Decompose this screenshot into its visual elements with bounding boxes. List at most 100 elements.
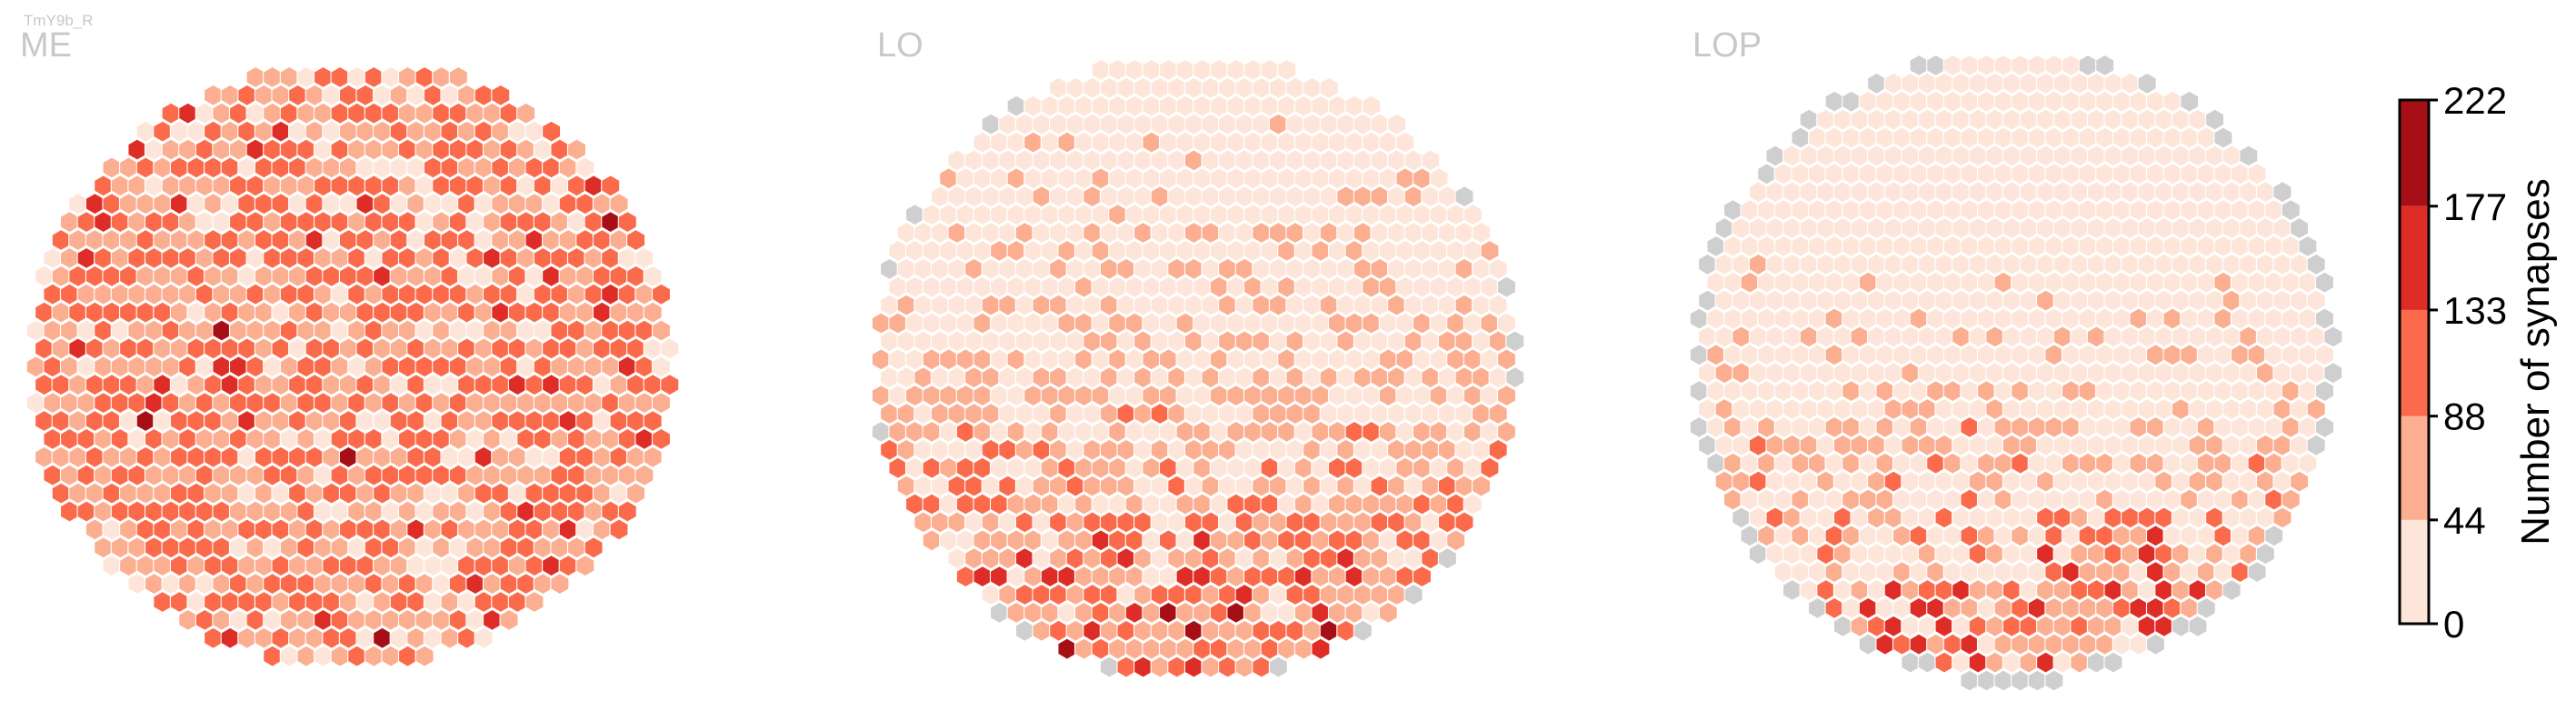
hex-cell bbox=[153, 590, 173, 614]
hex-cell bbox=[1901, 216, 1921, 240]
hex-cell bbox=[1234, 547, 1254, 570]
hex-cell bbox=[110, 464, 130, 486]
hex-cell bbox=[313, 138, 334, 161]
hex-cell bbox=[2213, 198, 2233, 222]
hex-cell bbox=[1892, 344, 1912, 366]
hex-cell bbox=[457, 193, 477, 215]
hex-cell bbox=[989, 348, 1010, 371]
hex-cell bbox=[1150, 511, 1170, 534]
hex-cell bbox=[1311, 312, 1331, 335]
hex-cell bbox=[888, 239, 908, 263]
hex-cell bbox=[169, 409, 189, 433]
hex-cell bbox=[1748, 506, 1768, 529]
hex-cell bbox=[1006, 601, 1026, 625]
hex-cell bbox=[330, 608, 350, 632]
hex-cell bbox=[1285, 583, 1305, 606]
hex-cell bbox=[406, 518, 426, 541]
hex-cell bbox=[922, 529, 942, 552]
hex-cell bbox=[1454, 511, 1474, 534]
colorbar-segment bbox=[2400, 519, 2429, 624]
hex-cell bbox=[2154, 470, 2174, 493]
hex-cell bbox=[2154, 216, 2174, 240]
hex-cell bbox=[406, 265, 426, 287]
hex-cell bbox=[592, 409, 612, 433]
hex-cell bbox=[186, 156, 206, 179]
hex-cell bbox=[2086, 253, 2106, 275]
hex-cell bbox=[406, 482, 426, 505]
hex-cell bbox=[2078, 452, 2098, 475]
hex-cell bbox=[1993, 307, 2013, 330]
hex-cell bbox=[144, 536, 165, 559]
hex-cell bbox=[1133, 511, 1153, 534]
hex-cell bbox=[220, 120, 240, 143]
hex-cell bbox=[1968, 145, 1988, 167]
hex-cell bbox=[1243, 312, 1263, 335]
hex-cell bbox=[313, 464, 334, 486]
hex-cell bbox=[110, 355, 130, 378]
hex-cell bbox=[1875, 307, 1895, 330]
hex-cell bbox=[2137, 362, 2157, 385]
hex-cell bbox=[76, 246, 96, 270]
hex-cell bbox=[204, 518, 224, 541]
hex-cell bbox=[1858, 163, 1878, 185]
hex-cell bbox=[1875, 90, 1895, 113]
hex-cell bbox=[955, 275, 975, 298]
hex-cell bbox=[2137, 253, 2157, 275]
hex-cell bbox=[2213, 525, 2233, 547]
hex-cell bbox=[1732, 216, 1752, 240]
hex-cell bbox=[1714, 434, 1734, 456]
hex-cell bbox=[491, 374, 511, 396]
hex-cell bbox=[1303, 330, 1323, 353]
hex-cell bbox=[1706, 379, 1726, 403]
hex-cell bbox=[1193, 493, 1213, 516]
hex-cell bbox=[609, 482, 629, 505]
hex-cell bbox=[2019, 506, 2039, 529]
hex-cell bbox=[1319, 294, 1339, 316]
hex-cell-no-data bbox=[2086, 651, 2106, 674]
hex-cell bbox=[448, 175, 468, 197]
hex-cell bbox=[305, 301, 324, 324]
hex-cell bbox=[338, 626, 358, 649]
hex-cell bbox=[1006, 565, 1026, 588]
hex-cell bbox=[660, 337, 680, 360]
hex-cell bbox=[1268, 583, 1288, 606]
hex-cell bbox=[1193, 420, 1213, 444]
hex-cell bbox=[1303, 475, 1323, 497]
hex-cell bbox=[1133, 221, 1153, 245]
hex-cell bbox=[2180, 271, 2200, 294]
hex-cell bbox=[2078, 416, 2098, 439]
hex-cell bbox=[43, 246, 63, 270]
hex-cell bbox=[474, 409, 494, 433]
hex-cell bbox=[575, 228, 595, 252]
hex-cell bbox=[237, 555, 257, 577]
hex-cell bbox=[2306, 397, 2326, 421]
hex-cell bbox=[1293, 239, 1313, 263]
hex-cell bbox=[1234, 583, 1254, 606]
hex-cell bbox=[2137, 108, 2157, 131]
hex-cell bbox=[973, 203, 993, 226]
hex-cell bbox=[178, 427, 198, 451]
hex-cell bbox=[448, 102, 468, 125]
hex-cell bbox=[904, 384, 925, 407]
hex-cell bbox=[1917, 72, 1937, 95]
hex-cell bbox=[254, 193, 274, 215]
hex-cell bbox=[237, 590, 257, 614]
hex-cell bbox=[2171, 397, 2191, 421]
hex-cell bbox=[373, 337, 393, 360]
hex-cell bbox=[2222, 397, 2242, 421]
hex-cell bbox=[1124, 312, 1144, 335]
hex-cell bbox=[204, 301, 224, 324]
hex-cell bbox=[414, 355, 434, 378]
hex-cell bbox=[1942, 525, 1962, 547]
hex-cell bbox=[457, 374, 477, 396]
hex-cell bbox=[1142, 58, 1162, 82]
hex-cell bbox=[1732, 325, 1752, 348]
hex-cell bbox=[1336, 221, 1356, 245]
hex-cell bbox=[2036, 397, 2056, 421]
hex-cell bbox=[1209, 131, 1229, 154]
hex-cell bbox=[516, 464, 536, 486]
hex-cell bbox=[288, 84, 308, 106]
hex-cell bbox=[1883, 615, 1903, 637]
hex-cell bbox=[1421, 475, 1441, 497]
hex-cell bbox=[119, 555, 139, 577]
